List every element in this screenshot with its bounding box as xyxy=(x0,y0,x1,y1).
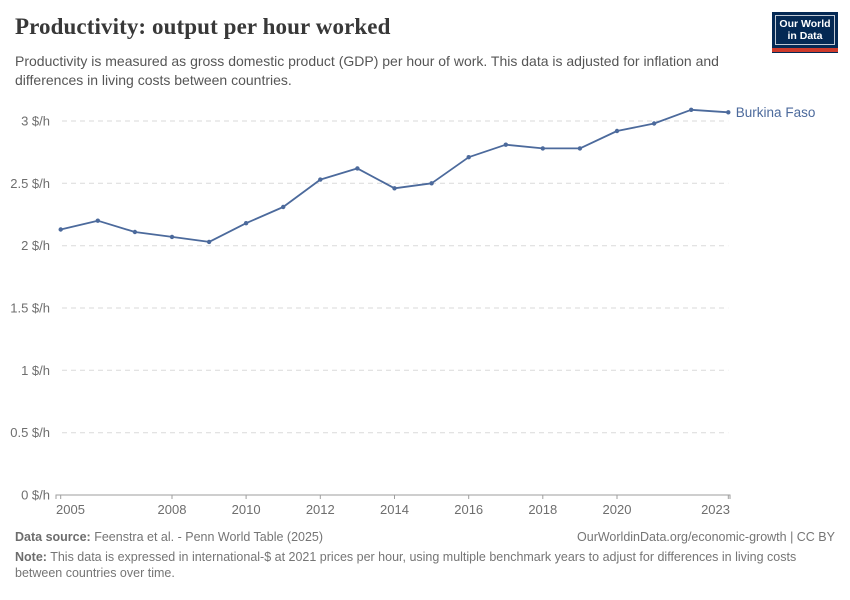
data-point xyxy=(132,229,138,235)
data-point xyxy=(169,234,175,240)
data-point xyxy=(392,186,397,191)
x-axis-tick-label: 2018 xyxy=(528,502,557,517)
x-axis-tick-label: 2014 xyxy=(380,502,409,517)
data-point xyxy=(466,155,471,160)
x-axis-tick-label: 2008 xyxy=(158,502,187,517)
data-point xyxy=(614,128,620,134)
productivity-line-chart: 0 $/h 0.5 $/h 1 $/h 1.5 $/h 2 $/h 2.5 $/h 3 $/… xyxy=(10,105,816,517)
chart-footer: Data source: Feenstra et al. - Penn Worl… xyxy=(15,529,835,581)
page-title: Productivity: output per hour worked xyxy=(15,14,391,39)
data-point xyxy=(243,221,249,226)
owid-logo[interactable]: Our World in Data xyxy=(772,12,838,53)
y-axis-tick-label: 1.5 $/h xyxy=(10,301,50,316)
data-point xyxy=(318,177,323,182)
x-axis-tick-label: 2016 xyxy=(454,502,483,517)
x-axis-tick-label: 2010 xyxy=(232,502,261,517)
owid-logo-text: Our World in Data xyxy=(775,15,835,45)
chart-subtitle: Productivity is measured as gross domest… xyxy=(15,53,719,88)
chart-note: Note: This data is expressed in internat… xyxy=(15,549,835,581)
data-point xyxy=(206,239,212,245)
data-line xyxy=(59,108,730,243)
x-axis-tick-label: 2020 xyxy=(603,502,632,517)
x-axis-tick-label: 2023 xyxy=(701,502,730,517)
y-axis-tick-label: 2.5 $/h xyxy=(10,176,50,191)
data-source: Data source: Feenstra et al. - Penn Worl… xyxy=(15,529,323,545)
data-point xyxy=(577,146,583,151)
y-axis-tick-label: 1 $/h xyxy=(21,363,50,378)
data-point xyxy=(95,218,101,223)
data-source-text: Feenstra et al. - Penn World Table (2025… xyxy=(94,530,324,544)
data-source-label: Data source: xyxy=(15,530,91,544)
note-label: Note: xyxy=(15,550,47,564)
x-axis xyxy=(55,494,731,499)
x-axis-tick-label: 2005 xyxy=(56,502,85,517)
y-axis-tick-label: 0 $/h xyxy=(21,488,50,503)
data-point xyxy=(503,142,508,147)
data-point xyxy=(281,204,286,210)
data-point xyxy=(540,146,545,151)
note-text: This data is expressed in international-… xyxy=(15,550,797,580)
x-axis-tick-label: 2012 xyxy=(306,502,335,517)
owid-logo-red-stripe xyxy=(772,48,838,52)
data-point xyxy=(355,166,360,171)
series-end-label: Burkina Faso xyxy=(736,105,816,120)
data-point xyxy=(429,181,434,186)
y-axis-tick-label: 3 $/h xyxy=(21,114,50,129)
y-axis-tick-label: 0.5 $/h xyxy=(10,425,50,440)
data-point xyxy=(651,121,657,126)
data-point xyxy=(689,107,694,112)
source-row: Data source: Feenstra et al. - Penn Worl… xyxy=(15,529,835,545)
owid-url-link[interactable]: OurWorldinData.org/economic-growth | CC … xyxy=(577,530,835,544)
data-point xyxy=(726,110,731,115)
y-axis-tick-label: 2 $/h xyxy=(21,238,50,253)
data-point xyxy=(58,227,63,232)
